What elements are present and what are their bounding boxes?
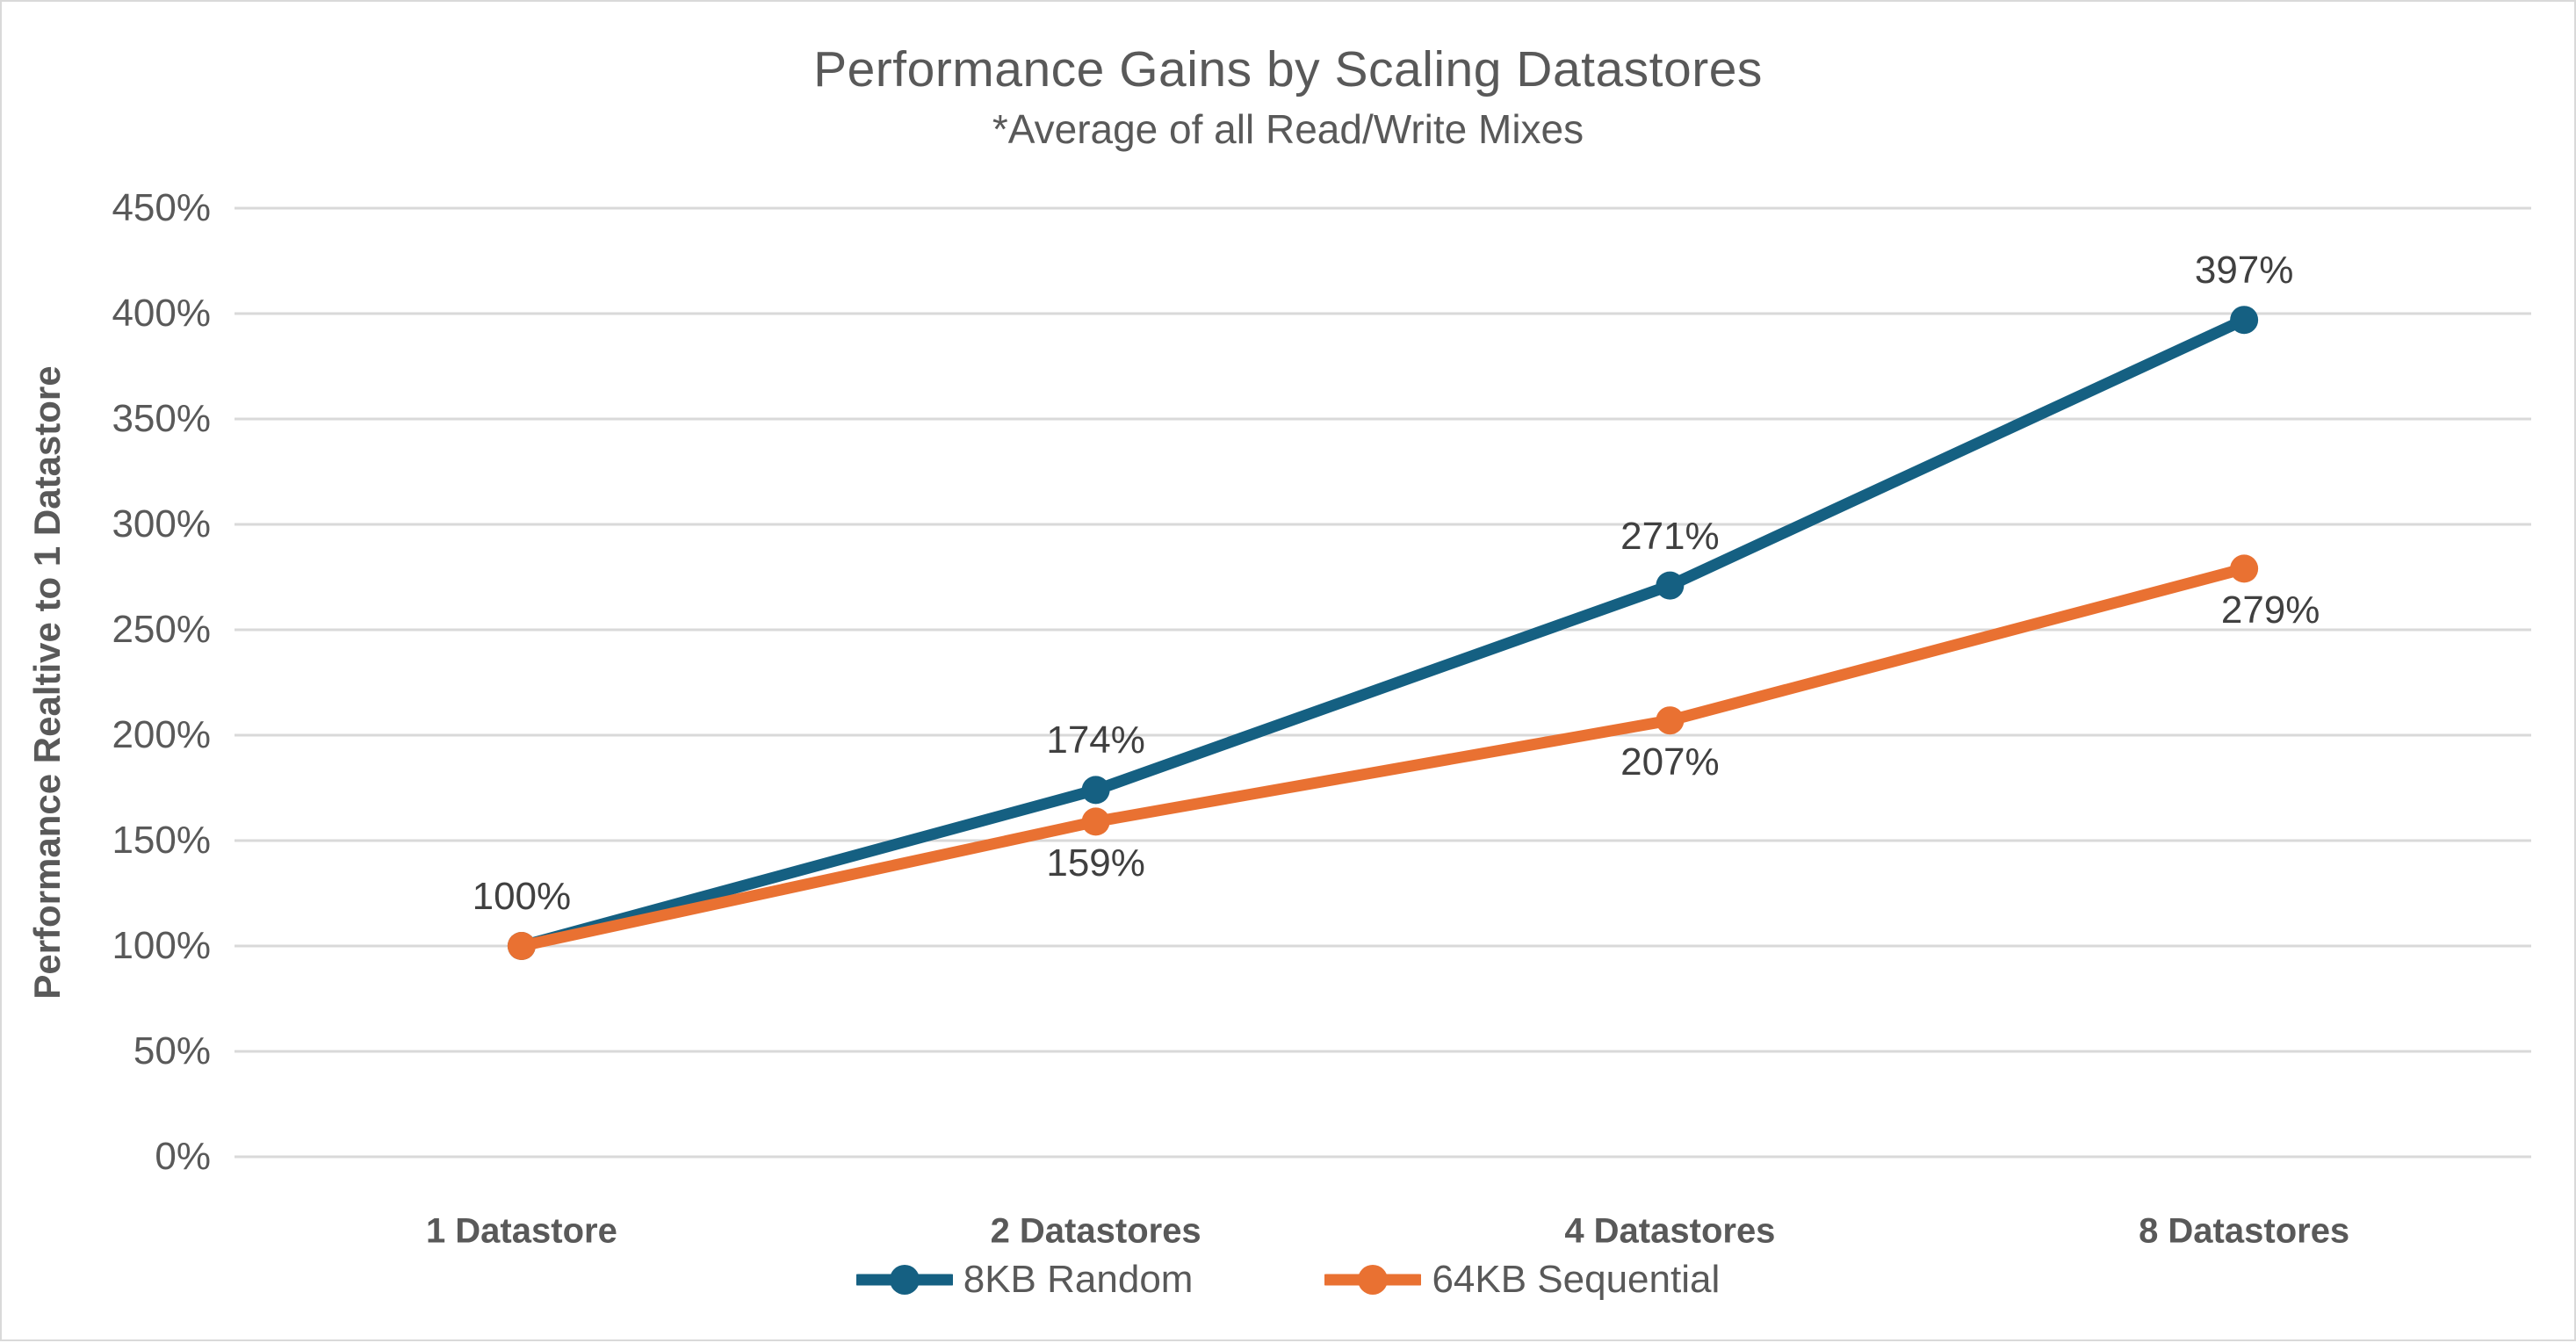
legend-item-8kb-random: 8KB Random: [855, 1258, 1194, 1302]
x-category-label: 8 Datastores: [2139, 1211, 2350, 1251]
x-category-label: 4 Datastores: [1564, 1211, 1776, 1251]
y-tick-label: 450%: [112, 186, 211, 229]
chart-subtitle: *Average of all Read/Write Mixes: [992, 106, 1584, 152]
data-point-marker-64kb-sequential: [1656, 706, 1685, 735]
legend-item-64kb-sequential: 64KB Sequential: [1324, 1258, 1720, 1302]
y-tick-label: 400%: [112, 292, 211, 335]
y-tick-label: 50%: [133, 1029, 211, 1072]
data-point-label: 174%: [1046, 718, 1145, 762]
y-tick-label: 250%: [112, 608, 211, 651]
data-point-marker-64kb-sequential: [507, 932, 536, 960]
data-point-marker-64kb-sequential: [1081, 807, 1110, 836]
data-point-label: 397%: [2194, 249, 2294, 292]
data-point-label: 279%: [2220, 588, 2320, 632]
data-point-label: 271%: [1620, 514, 1720, 558]
chart-title: Performance Gains by Scaling Datastores: [813, 41, 1763, 97]
data-point-label: 159%: [1046, 841, 1145, 885]
data-point-marker-8kb-random: [2230, 306, 2259, 335]
data-point-label: 207%: [1620, 740, 1720, 784]
data-point-marker-8kb-random: [1656, 571, 1685, 600]
x-category-label: 2 Datastores: [990, 1211, 1201, 1251]
data-point-marker-8kb-random: [1081, 776, 1110, 805]
y-tick-label: 300%: [112, 502, 211, 545]
legend-label: 8KB Random: [963, 1258, 1194, 1301]
legend-swatch-icon: [1324, 1265, 1422, 1295]
legend-swatch-icon: [855, 1265, 953, 1295]
y-tick-label: 200%: [112, 713, 211, 756]
legend: 8KB Random 64KB Sequential: [2, 1249, 2574, 1311]
y-tick-label: 100%: [112, 924, 211, 967]
data-point-marker-64kb-sequential: [2230, 554, 2259, 583]
y-tick-label: 350%: [112, 397, 211, 440]
data-point-label: 100%: [472, 875, 572, 918]
y-tick-label: 0%: [155, 1135, 211, 1178]
series-line-8kb-random: [516, 314, 2250, 952]
legend-label: 64KB Sequential: [1432, 1258, 1721, 1301]
series-line-64kb-sequential: [516, 562, 2250, 952]
x-category-label: 1 Datastore: [425, 1211, 617, 1251]
y-tick-label: 150%: [112, 819, 211, 862]
